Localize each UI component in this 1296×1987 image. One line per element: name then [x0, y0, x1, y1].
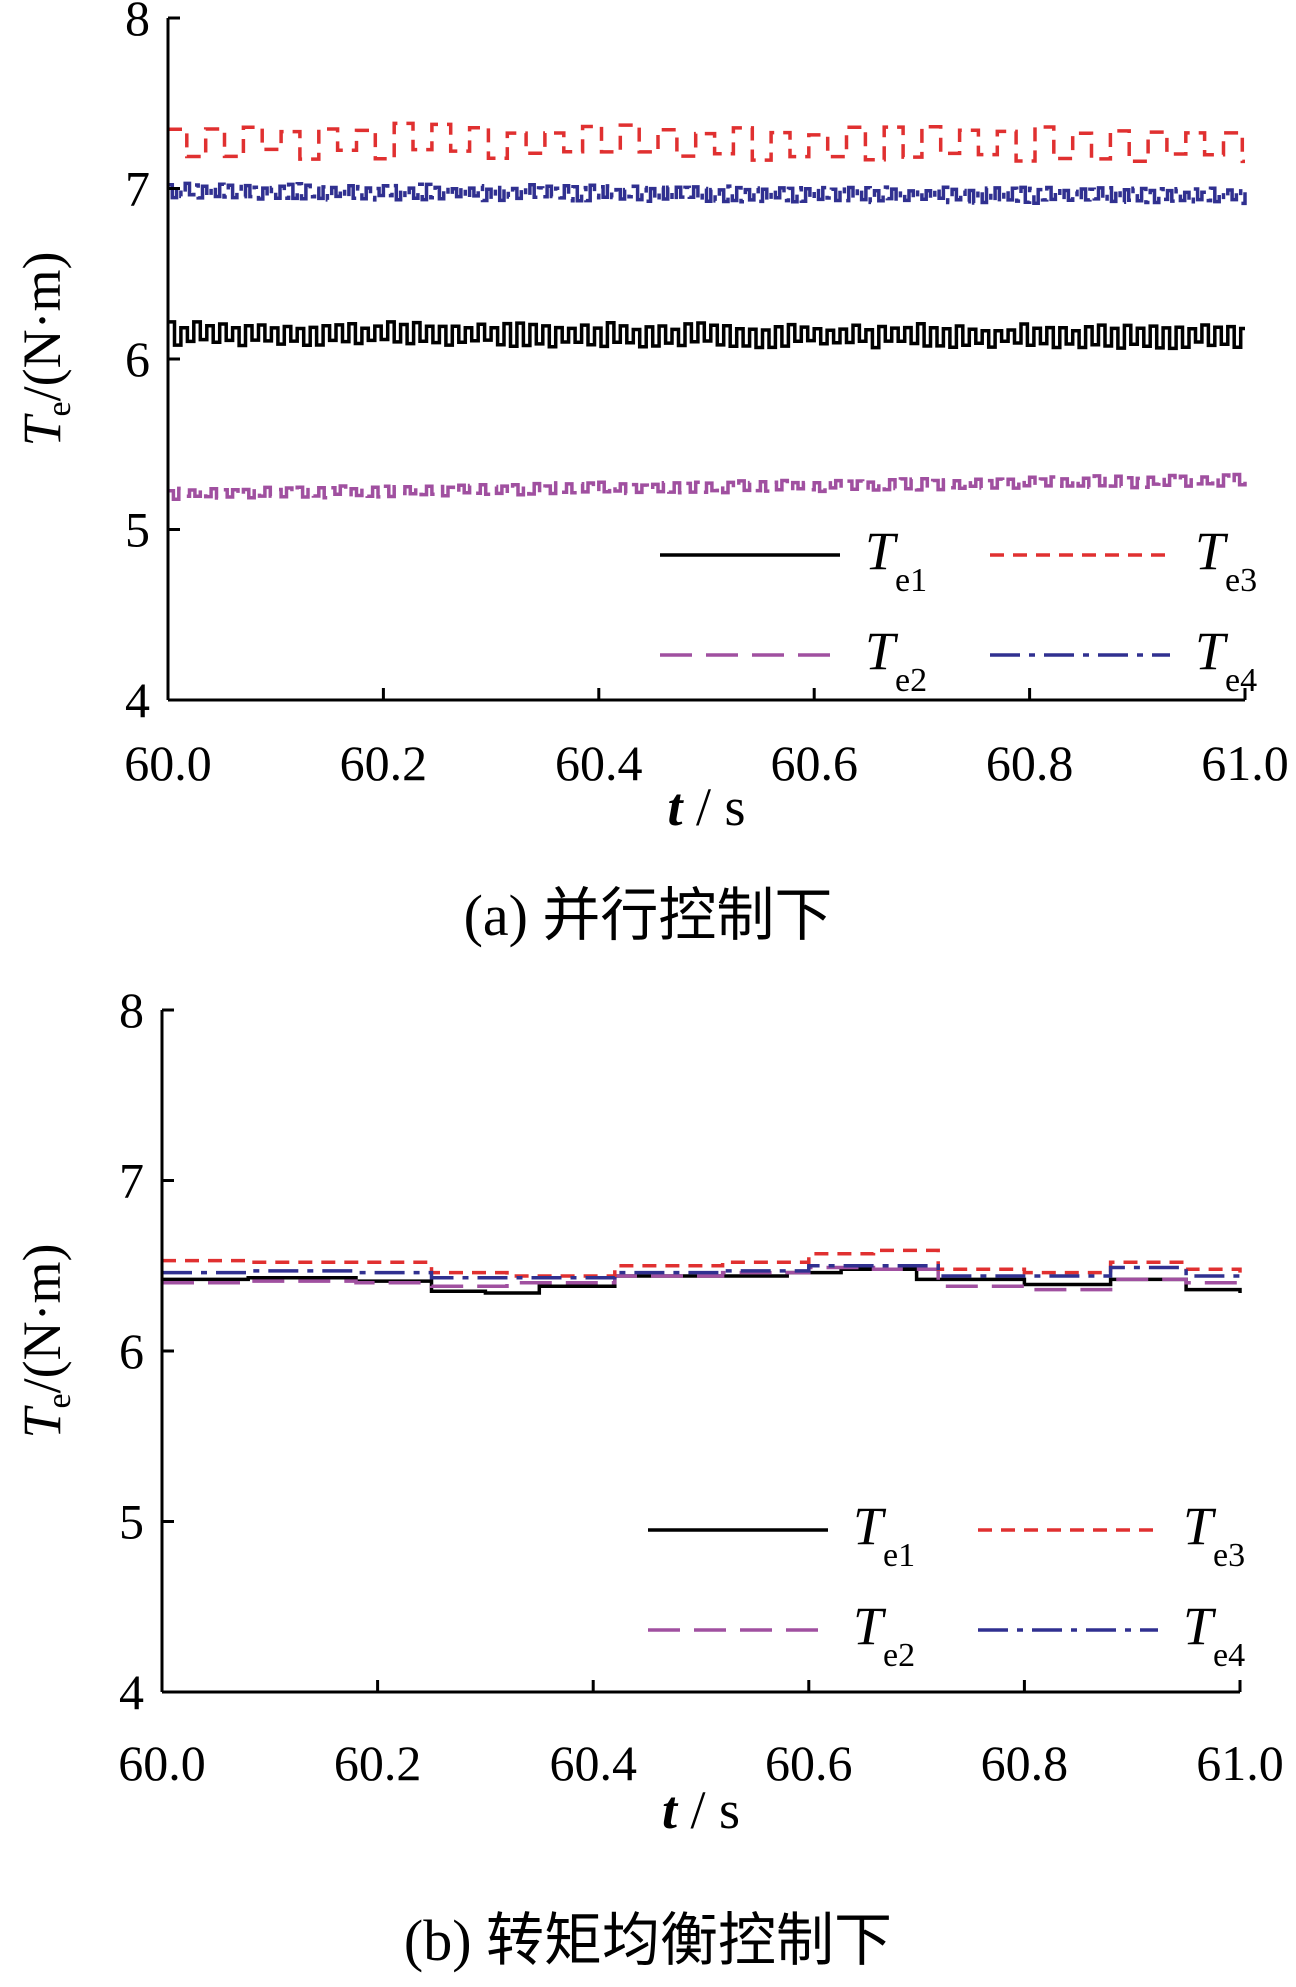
- legend-name: T: [1183, 1596, 1217, 1656]
- chart-b: 4 5 6 7 8 60.0 60.2 60.4 60.6 60.8 61.0 t / s Te/(N·…: [12, 982, 1284, 1973]
- legend-sub: e3: [1213, 1537, 1245, 1574]
- legend-e4-label: Te4: [1195, 621, 1257, 699]
- x-axis-label: t / s: [662, 1780, 740, 1840]
- legend-e2-label: Te2: [853, 1596, 915, 1674]
- y-axis-unit: /(N·m): [12, 1243, 72, 1393]
- legend-e4-label: Te4: [1183, 1596, 1245, 1674]
- legend-name: T: [865, 621, 899, 681]
- x-tick-label: 60.8: [981, 1735, 1069, 1791]
- x-axis-unit: / s: [682, 777, 745, 837]
- y-tick-label: 8: [125, 0, 150, 46]
- x-tick-label: 60.4: [549, 1735, 637, 1791]
- x-tick-label: 60.2: [340, 735, 428, 791]
- legend-name: T: [1183, 1496, 1217, 1556]
- legend-sub: e1: [883, 1537, 915, 1574]
- y-tick-label: 6: [125, 331, 150, 387]
- legend-e2-label: Te2: [865, 621, 927, 699]
- y-axis-sub: e: [41, 1393, 78, 1408]
- x-tick-label: 60.6: [770, 735, 858, 791]
- y-tick-label: 7: [125, 161, 150, 217]
- y-tick-label: 4: [119, 1664, 144, 1720]
- series-e3-line: [168, 121, 1245, 164]
- x-tick-label: 60.0: [124, 735, 212, 791]
- legend-name: T: [1195, 521, 1229, 581]
- legend-sub: e1: [895, 562, 927, 599]
- legend-sub: e4: [1225, 662, 1257, 699]
- series-e4-line: [162, 1264, 1242, 1280]
- chart-caption: (a) 并行控制下: [464, 883, 833, 948]
- y-tick-label: 7: [119, 1153, 144, 1209]
- chart-caption: (b) 转矩均衡控制下: [404, 1908, 892, 1973]
- x-tick-label: 61.0: [1196, 1735, 1284, 1791]
- legend-sub: e3: [1225, 562, 1257, 599]
- legend-name: T: [865, 521, 899, 581]
- y-axis-var: T: [12, 413, 72, 447]
- legend-sub: e4: [1213, 1637, 1245, 1674]
- x-axis-label: t / s: [667, 777, 745, 837]
- legend-e3-label: Te3: [1195, 521, 1257, 599]
- x-tick-label: 60.8: [986, 735, 1074, 791]
- x-tick-label: 60.6: [765, 1735, 853, 1791]
- x-axis-var: t: [667, 777, 684, 837]
- series-e1-line: [168, 320, 1245, 351]
- legend-e3-label: Te3: [1183, 1496, 1245, 1574]
- x-axis-var: t: [662, 1780, 679, 1840]
- y-axis-label: Te/(N·m): [12, 1243, 78, 1438]
- x-tick-label: 60.4: [555, 735, 643, 791]
- y-axis-unit: /(N·m): [12, 251, 72, 401]
- y-tick-label: 4: [125, 672, 150, 728]
- x-tick-label: 60.2: [334, 1735, 422, 1791]
- series-e2-line: [168, 472, 1247, 501]
- chart-a: 4 5 6 7 8 60.0 60.2 60.4 60.6 60.8 61.0 t / s Te/(N·…: [12, 0, 1289, 948]
- series-e3-line: [162, 1248, 1242, 1278]
- y-axis-label: Te/(N·m): [12, 251, 78, 446]
- y-tick-label: 6: [119, 1323, 144, 1379]
- x-tick-label: 61.0: [1201, 735, 1289, 791]
- x-axis-unit: / s: [677, 1780, 740, 1840]
- series-e4-line: [168, 181, 1247, 206]
- legend-sub: e2: [895, 662, 927, 699]
- x-tick-label: 60.0: [118, 1735, 206, 1791]
- legend-e1-label: Te1: [865, 521, 927, 599]
- legend-name: T: [853, 1496, 887, 1556]
- legend-e1-label: Te1: [853, 1496, 915, 1574]
- legend-sub: e2: [883, 1637, 915, 1674]
- legend-name: T: [1195, 621, 1229, 681]
- y-axis-var: T: [12, 1405, 72, 1439]
- y-tick-label: 5: [119, 1494, 144, 1550]
- y-tick-label: 8: [119, 982, 144, 1038]
- y-axis-sub: e: [41, 401, 78, 416]
- y-tick-label: 5: [125, 502, 150, 558]
- legend-name: T: [853, 1596, 887, 1656]
